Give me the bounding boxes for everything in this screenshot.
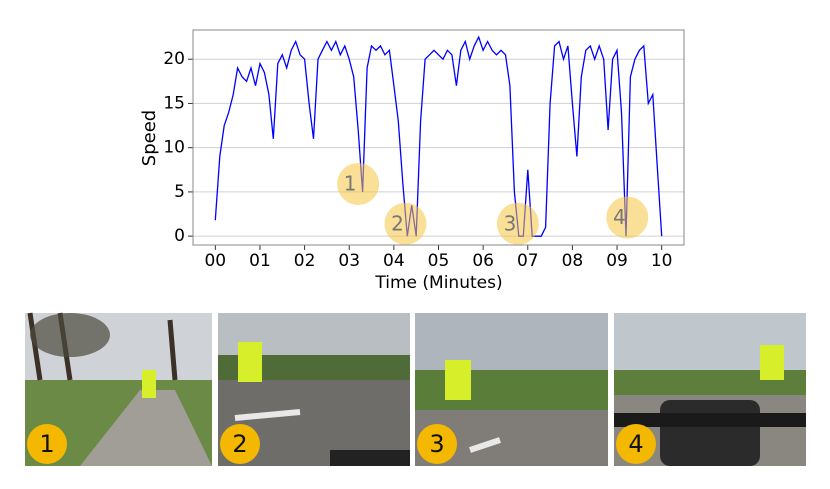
y-tick-label: 5	[174, 182, 185, 202]
x-tick-label: 05	[428, 251, 450, 271]
x-tick-label: 02	[294, 251, 316, 271]
annotation-label: 4	[613, 205, 626, 229]
photo-badge	[417, 424, 457, 464]
x-tick-label: 03	[338, 251, 360, 271]
x-axis-label: Time (Minutes)	[374, 273, 502, 293]
annotation-marker	[337, 162, 380, 205]
photo-badge	[616, 424, 656, 464]
y-tick-label: 10	[163, 138, 185, 158]
annotation-label: 3	[504, 211, 517, 235]
annotation-marker	[606, 196, 649, 239]
y-axis-label: Speed	[139, 110, 160, 166]
photo-badge-label: 4	[628, 430, 643, 458]
x-tick-label: 07	[517, 251, 539, 271]
y-tick-label: 20	[163, 49, 185, 69]
x-tick-label: 04	[383, 251, 405, 271]
plot-frame	[192, 29, 685, 246]
annotation-marker	[496, 202, 539, 245]
annotation-marker	[384, 202, 427, 245]
x-tick-label: 06	[472, 251, 494, 271]
y-tick-label: 15	[163, 93, 185, 113]
photo-badge-label: 1	[39, 430, 54, 458]
photo-badge	[220, 424, 260, 464]
photo-2	[218, 313, 410, 466]
x-tick-label: 09	[606, 251, 628, 271]
annotation-label: 1	[344, 171, 357, 195]
photo-badge-label: 3	[429, 430, 444, 458]
speed-line	[214, 35, 663, 237]
photo-badge	[27, 424, 67, 464]
y-tick-label: 0	[174, 226, 185, 246]
photo-badge-label: 2	[232, 430, 247, 458]
photo-3	[415, 313, 608, 466]
x-tick-label: 01	[249, 251, 271, 271]
x-tick-label: 08	[562, 251, 584, 271]
photo-1	[25, 312, 212, 466]
x-tick-label: 00	[204, 251, 226, 271]
annotation-label: 2	[391, 211, 404, 235]
x-tick-label: 10	[651, 251, 673, 271]
